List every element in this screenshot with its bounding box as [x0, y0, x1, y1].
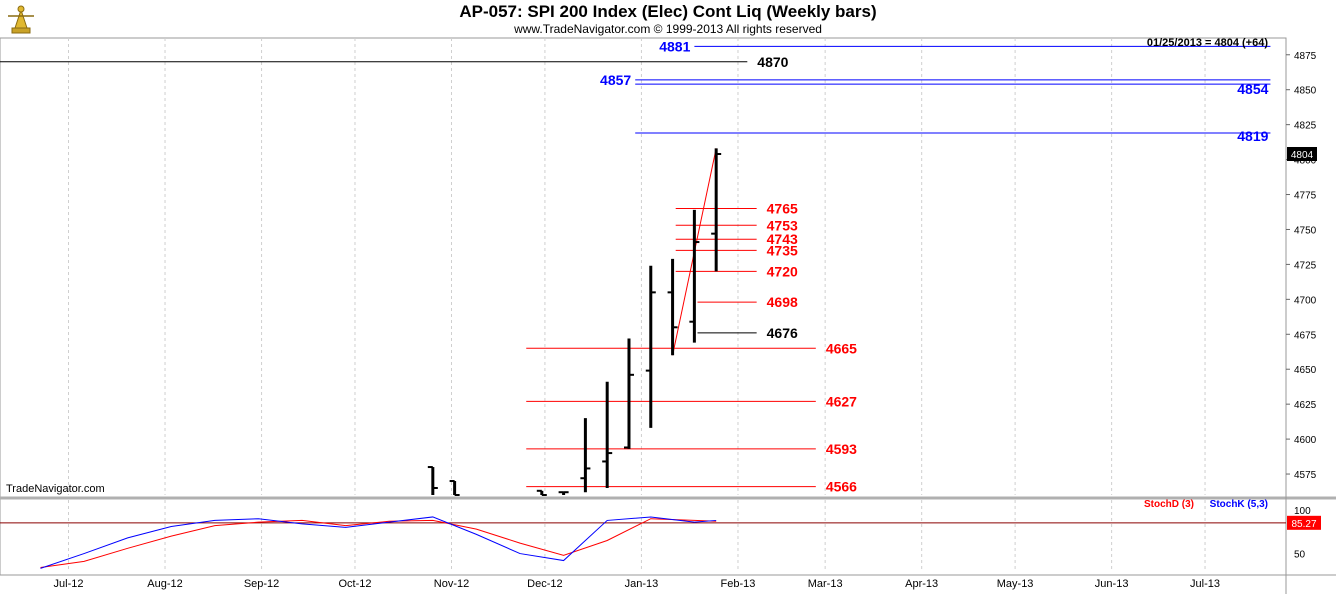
- x-tick-label: Jan-13: [625, 578, 659, 590]
- x-tick-label: Feb-13: [721, 578, 756, 590]
- level-label: 4735: [767, 242, 798, 258]
- plot-frame: [0, 37, 1287, 576]
- level-label: 4857: [600, 72, 631, 88]
- level-label: 4698: [767, 294, 798, 310]
- level-label: 4593: [826, 441, 857, 457]
- copyright-text: www.TradeNavigator.com © 1999-2013 All r…: [514, 22, 822, 36]
- indicator-last-value-label: 85.27: [1291, 519, 1316, 530]
- y-tick-label: 4575: [1294, 470, 1317, 481]
- last-price-label: 4804: [1291, 150, 1314, 161]
- indicator-y-tick-label: 50: [1294, 550, 1306, 561]
- indicator-series-line: [40, 518, 717, 569]
- level-label: 4765: [767, 201, 798, 217]
- y-tick-label: 4675: [1294, 330, 1317, 341]
- y-tick-label: 4625: [1294, 400, 1317, 411]
- y-tick-label: 4700: [1294, 295, 1317, 306]
- x-tick-label: Jun-13: [1095, 578, 1129, 590]
- level-label: 4665: [826, 340, 857, 356]
- x-tick-label: Nov-12: [434, 578, 469, 590]
- indicator-legend-label: StochD (3): [1144, 499, 1194, 510]
- x-tick-label: Mar-13: [808, 578, 843, 590]
- y-tick-label: 4650: [1294, 365, 1317, 376]
- level-label: 4720: [767, 263, 798, 279]
- x-tick-label: Oct-12: [338, 578, 371, 590]
- y-tick-label: 4600: [1294, 435, 1317, 446]
- y-tick-label: 4725: [1294, 260, 1317, 271]
- level-label: 4819: [1237, 128, 1268, 144]
- y-tick-label: 4850: [1294, 86, 1317, 97]
- y-tick-label: 4775: [1294, 191, 1317, 202]
- indicator-series-line: [40, 516, 717, 569]
- indicator-legend-label: StochK (5,3): [1210, 499, 1268, 510]
- x-tick-label: Aug-12: [147, 578, 182, 590]
- y-tick-label: 4800: [1294, 156, 1317, 167]
- y-tick-label: 4825: [1294, 121, 1317, 132]
- date-readout: 01/25/2013 = 4804 (+64): [1147, 37, 1268, 49]
- level-label: 4627: [826, 393, 857, 409]
- y-tick-label: 4875: [1294, 51, 1317, 62]
- level-label: 4870: [757, 54, 788, 70]
- level-label: 4753: [767, 217, 798, 233]
- level-label: 4881: [659, 38, 690, 54]
- indicator-y-tick-label: 100: [1294, 506, 1311, 517]
- watermark-text: TradeNavigator.com: [6, 483, 105, 495]
- level-label: 4566: [826, 479, 857, 495]
- x-tick-label: Jul-13: [1190, 578, 1220, 590]
- level-label: 4743: [767, 231, 798, 247]
- x-tick-label: Apr-13: [905, 578, 938, 590]
- chart-title: AP-057: SPI 200 Index (Elec) Cont Liq (W…: [459, 2, 877, 21]
- tradenavigator-logo-icon: [4, 2, 38, 36]
- level-label: 4676: [767, 325, 798, 341]
- level-label: 4854: [1237, 81, 1268, 97]
- x-tick-label: Sep-12: [244, 578, 279, 590]
- y-tick-label: 4750: [1294, 225, 1317, 236]
- last-price-marker: [1287, 146, 1317, 161]
- x-tick-label: Dec-12: [527, 578, 562, 590]
- x-tick-label: May-13: [997, 578, 1034, 590]
- x-tick-label: Jul-12: [54, 578, 84, 590]
- indicator-last-value-marker: [1287, 515, 1321, 530]
